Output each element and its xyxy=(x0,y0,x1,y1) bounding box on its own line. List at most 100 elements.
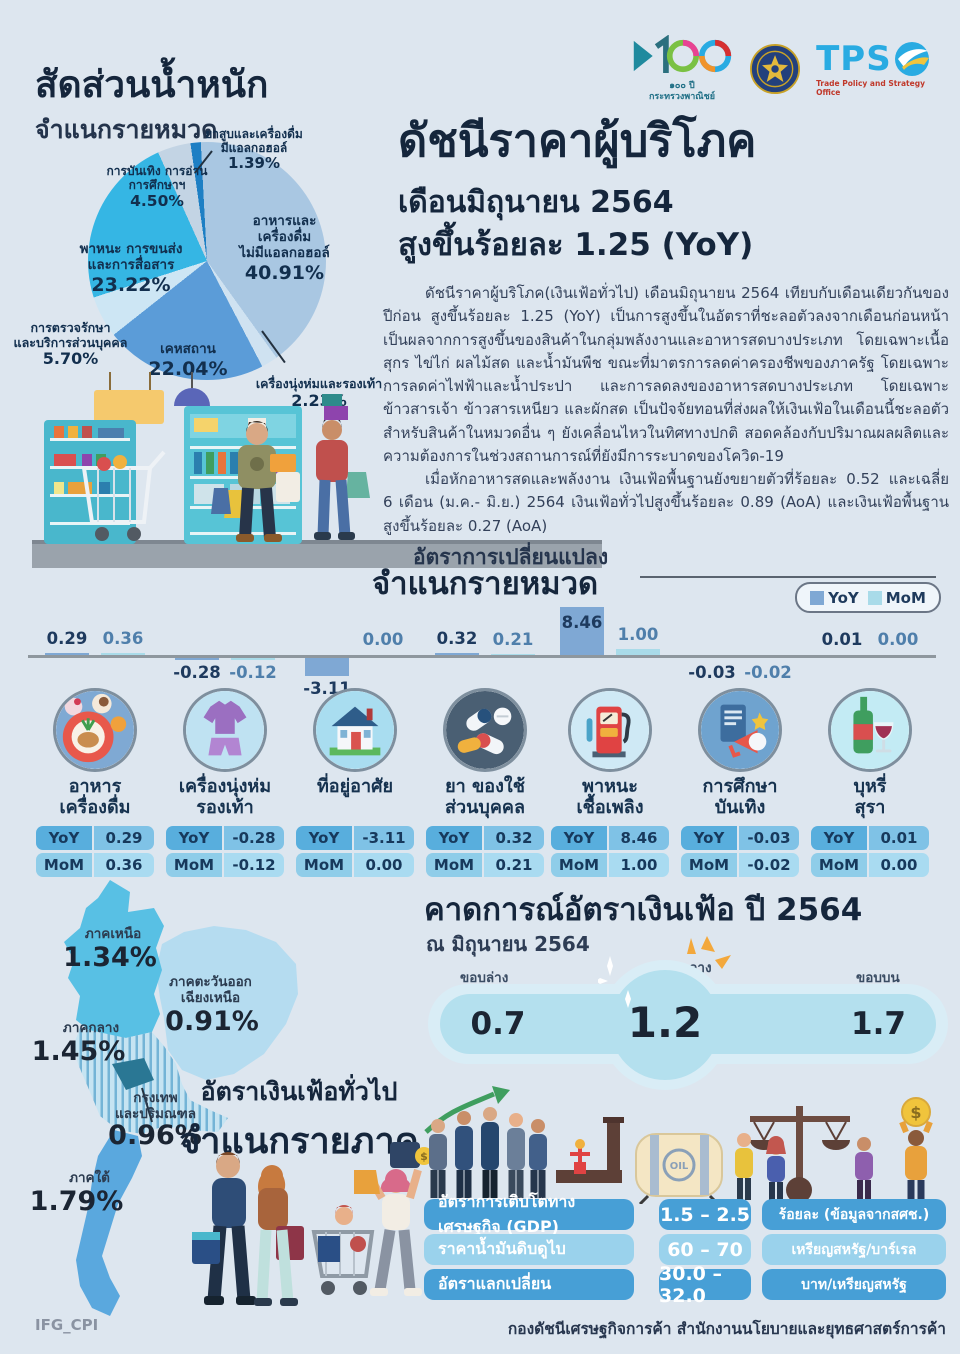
mom-cell-value: 1.00 xyxy=(609,853,669,877)
category-values-table: YoY 8.46 MoM 1.00 xyxy=(551,826,669,877)
bar-yoy-2 xyxy=(305,658,349,676)
page-subtitle-rate: สูงขึ้นร้อยละ 1.25 (YoY) xyxy=(398,227,754,263)
change-title: จำแนกรายหมวด xyxy=(372,566,599,602)
forecast-bump xyxy=(610,970,720,1080)
forecast-range: ขอบล่าง ค่ากลาง ขอบบน 0.7 1.2 1.7 xyxy=(428,958,948,1090)
pie-label-tobacco: ยาสูบและเครื่องดื่ม มีแอลกอฮอล์ 1.39% xyxy=(205,127,303,173)
mom-row: MoM -0.02 xyxy=(681,853,799,877)
category-values-table: YoY 0.32 MoM 0.21 xyxy=(426,826,544,877)
bar-value-label: 0.29 xyxy=(46,629,88,649)
forecast-asof: ณ มิถุนายน 2564 xyxy=(426,932,590,956)
oil-tank: OIL xyxy=(635,1133,723,1204)
bar-yoy-4 xyxy=(560,606,604,655)
category-label: ยา ของใช้ ส่วนบุคคล xyxy=(445,776,525,818)
mom-cell-label: MoM xyxy=(811,853,867,877)
bar-value-label: 0.21 xyxy=(492,629,534,649)
yoy-row: YoY 0.29 xyxy=(36,826,154,850)
region-name-northeast: ภาคตะวันออก เฉียงเหนือ xyxy=(169,974,252,1007)
yoy-row: YoY 0.32 xyxy=(426,826,544,850)
map-region-bangkok xyxy=(112,1058,154,1090)
ministry-seal-icon xyxy=(750,43,801,95)
legend-swatch xyxy=(810,590,825,605)
moc-100-logo: ๑๐๐ ปี กระทรวงพาณิชย์ xyxy=(630,34,734,103)
mom-row: MoM 0.00 xyxy=(811,853,929,877)
bar-chart: 0.29 -0.28 -3.11 0.32 8.46 -0.03 0.01 0.36 -0.12… xyxy=(28,600,936,698)
category-values-table: YoY -0.03 MoM -0.02 xyxy=(681,826,799,877)
region-name-north: ภาคเหนือ xyxy=(84,926,142,942)
category-values-table: YoY -3.11 MoM 0.00 xyxy=(296,826,414,877)
sparkle-burst-icon xyxy=(687,936,731,969)
yoy-row: YoY -0.03 xyxy=(681,826,799,850)
region-title-line1: อัตราเงินเฟ้อทั่วไป xyxy=(200,1077,398,1106)
category-values-table: YoY 0.29 MoM 0.36 xyxy=(36,826,154,877)
map-region-northeast xyxy=(156,926,298,1080)
mom-cell-label: MoM xyxy=(166,853,222,877)
mom-row: MoM 0.21 xyxy=(426,853,544,877)
bar-value-label: -0.28 xyxy=(173,662,221,682)
mom-cell-value: 0.00 xyxy=(354,853,414,877)
chart-baseline xyxy=(28,655,936,658)
mom-cell-label: MoM xyxy=(681,853,737,877)
yoy-cell-label: YoY xyxy=(426,826,482,850)
bar-mom-0 xyxy=(101,652,145,655)
assumptions-table: อัตราการเติบโตทางเศรษฐกิจ (GDP) 1.5 – 2.… xyxy=(424,1192,946,1307)
yoy-cell-label: YoY xyxy=(551,826,607,850)
assumption-row: อัตราการเติบโตทางเศรษฐกิจ (GDP) 1.5 – 2.… xyxy=(424,1192,946,1236)
bar-value-label: 0.00 xyxy=(362,629,404,649)
pie-label-entertainment: การบันเทิง การอ่าน การศึกษาฯ 4.50% xyxy=(106,164,208,211)
yoy-row: YoY 8.46 xyxy=(551,826,669,850)
yoy-cell-label: YoY xyxy=(296,826,352,850)
medicine-icon xyxy=(443,688,527,772)
legend-swatch xyxy=(867,590,882,605)
store-illustration xyxy=(32,372,602,568)
shopper-jumping xyxy=(354,1142,422,1296)
page-subtitle-month: เดือนมิถุนายน 2564 xyxy=(398,185,674,220)
assumption-value: 60 – 70 xyxy=(659,1234,751,1265)
pie-label-transport: พาหนะ การขนส่ง และการสื่อสาร 23.22% xyxy=(79,240,183,296)
assumption-unit: บาท/เหรียญสหรัฐ xyxy=(762,1269,946,1300)
mom-cell-value: 0.21 xyxy=(484,853,544,877)
yoy-cell-value: 0.29 xyxy=(94,826,154,850)
yoy-cell-value: 0.32 xyxy=(484,826,544,850)
bar-value-label: 0.00 xyxy=(877,629,919,649)
mom-cell-value: -0.12 xyxy=(224,853,284,877)
forecast-title: คาดการณ์อัตราเงินเฟ้อ ปี 2564 xyxy=(424,892,863,928)
sparkle-stars-icon xyxy=(598,956,631,1008)
mom-row: MoM -0.12 xyxy=(166,853,284,877)
weight-title: สัดส่วนน้ำหนัก xyxy=(35,63,269,106)
svg-text:OIL: OIL xyxy=(670,1161,689,1172)
shopper-man-2 xyxy=(314,394,370,540)
region-value-bangkok: 0.96% xyxy=(108,1120,202,1151)
bar-mom-3 xyxy=(491,653,535,655)
assumption-value: 1.5 – 2.5 xyxy=(659,1199,751,1230)
yoy-cell-label: YoY xyxy=(681,826,737,850)
category-card: ยา ของใช้ ส่วนบุคคล YoY 0.32 MoM 0.21 xyxy=(420,688,550,877)
bar-value-label: -0.12 xyxy=(229,662,277,682)
bar-yoy-1 xyxy=(175,658,219,660)
region-value-central: 1.45% xyxy=(31,1036,126,1067)
shoppers-illustration xyxy=(192,1142,422,1306)
bar-yoy-3 xyxy=(435,653,479,655)
category-card: พาหนะ เชื้อเพลิง YoY 8.46 MoM 1.00 xyxy=(545,688,675,877)
mom-row: MoM 0.00 xyxy=(296,853,414,877)
clothing-icon xyxy=(183,688,267,772)
shopping-cart xyxy=(311,1205,375,1295)
assumption-unit: ร้อยละ (ข้อมูลจากสศช.) xyxy=(762,1199,946,1230)
tpso-word: TPS xyxy=(816,39,892,79)
svg-text:$: $ xyxy=(420,1150,428,1163)
tpso-logo: TPS Trade Policy and Strategy Office xyxy=(816,41,942,97)
category-label: การศึกษา บันเทิง xyxy=(702,776,778,818)
yoy-cell-value: -3.11 xyxy=(354,826,414,850)
category-label: ที่อยู่อาศัย xyxy=(316,776,394,797)
category-values-table: YoY -0.28 MoM -0.12 xyxy=(166,826,284,877)
category-card: การศึกษา บันเทิง YoY -0.03 MoM -0.02 xyxy=(675,688,805,877)
pie-label-housing: เคหสถาน 22.04% xyxy=(148,340,228,380)
assumption-value: 30.0 – 32.0 xyxy=(659,1263,751,1307)
liquor-icon xyxy=(828,688,912,772)
footer-credit: กองดัชนีเศรษฐกิจการค้า สำนักงานนโยบายและ… xyxy=(507,1320,946,1338)
category-label: บุหรี่ สุรา xyxy=(853,776,887,818)
legend-item-mom: MoM xyxy=(867,589,926,607)
mom-cell-label: MoM xyxy=(426,853,482,877)
svg-text:$: $ xyxy=(910,1103,921,1122)
yoy-row: YoY -0.28 xyxy=(166,826,284,850)
